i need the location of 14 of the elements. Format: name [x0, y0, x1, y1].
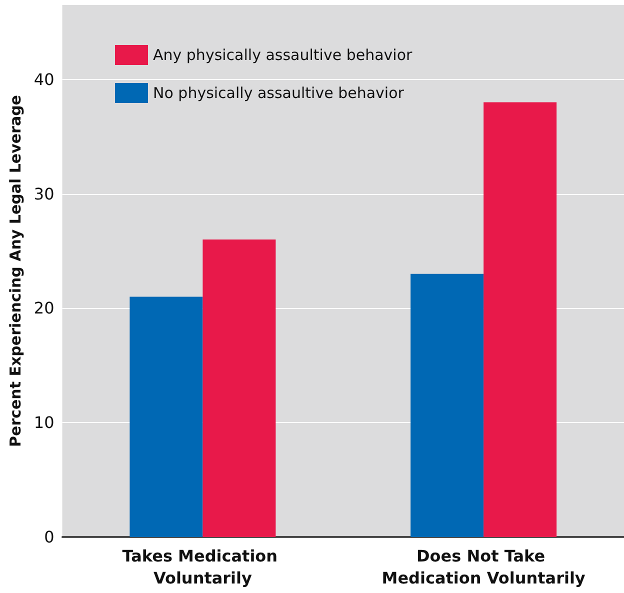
bar [130, 296, 203, 537]
bar [410, 274, 484, 537]
legend-label: No physically assaultive behavior [153, 84, 405, 102]
bar [202, 240, 276, 537]
y-tick-label: 30 [34, 184, 54, 204]
x-tick-label: Does Not Take Medication Voluntarily [382, 546, 586, 588]
y-tick-label: 20 [34, 298, 54, 318]
y-axis-title: Percent Experiencing Any Legal Leverage [6, 95, 24, 447]
bar [484, 102, 557, 537]
legend-label: Any physically assaultive behavior [153, 46, 413, 64]
y-tick-label: 10 [34, 413, 54, 432]
x-tick-label: Takes Medication Voluntarily [122, 546, 284, 588]
y-tick-label: 40 [34, 70, 54, 89]
y-tick-label: 0 [44, 528, 54, 546]
